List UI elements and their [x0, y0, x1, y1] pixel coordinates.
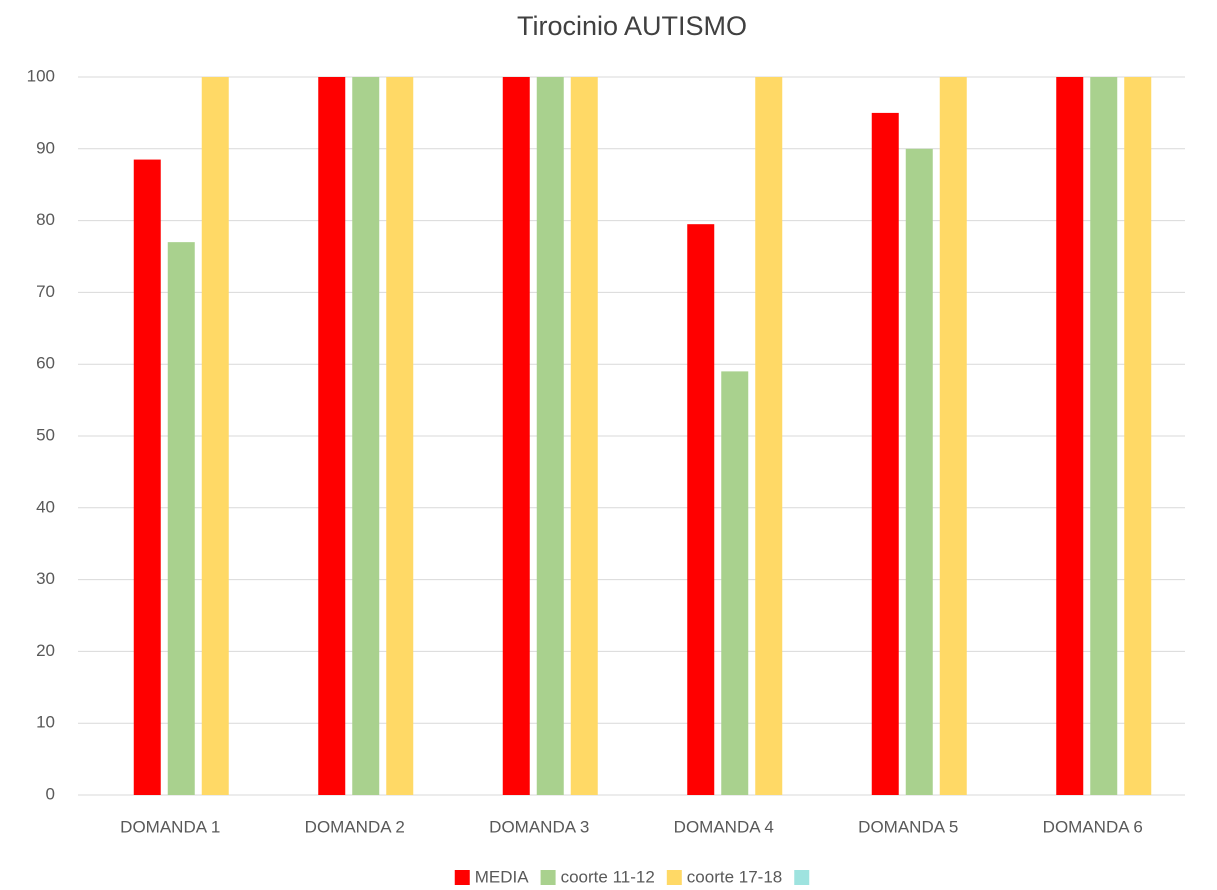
y-tick-label: 10	[36, 713, 55, 732]
bar	[755, 77, 783, 795]
y-tick-label: 70	[36, 282, 55, 301]
bar	[570, 77, 598, 795]
x-tick-label: DOMANDA 4	[674, 817, 774, 836]
y-tick-label: 0	[46, 784, 55, 803]
y-tick-label: 80	[36, 210, 55, 229]
bar	[1056, 77, 1084, 795]
legend-label: coorte 17-18	[687, 867, 782, 886]
bar	[201, 77, 229, 795]
bar	[1124, 77, 1152, 795]
legend-swatch	[666, 870, 682, 885]
y-tick-label: 50	[36, 425, 55, 444]
bar	[905, 148, 933, 796]
y-tick-label: 100	[27, 66, 55, 85]
y-tick-label: 90	[36, 138, 55, 157]
bar	[167, 242, 195, 795]
legend-swatch	[794, 870, 810, 885]
bar	[536, 77, 564, 795]
x-tick-label: DOMANDA 1	[120, 817, 220, 836]
legend-label: MEDIA	[475, 867, 530, 886]
legend-label: coorte 11-12	[561, 867, 655, 886]
y-tick-label: 30	[36, 569, 55, 588]
bar	[133, 159, 161, 795]
bar	[1090, 77, 1118, 795]
chart-title: Tirocinio AUTISMO	[517, 11, 747, 41]
y-tick-label: 40	[36, 497, 55, 516]
bar	[939, 77, 967, 795]
bar	[871, 112, 899, 795]
bar	[352, 77, 380, 795]
x-tick-label: DOMANDA 5	[858, 817, 958, 836]
bar	[502, 77, 530, 795]
bar	[318, 77, 346, 795]
y-tick-label: 60	[36, 354, 55, 373]
bar	[687, 224, 715, 795]
x-tick-label: DOMANDA 3	[489, 817, 589, 836]
legend-swatch	[540, 870, 556, 885]
legend-swatch	[454, 870, 470, 885]
y-tick-label: 20	[36, 641, 55, 660]
bar	[721, 371, 749, 795]
x-tick-label: DOMANDA 2	[305, 817, 405, 836]
bar	[386, 77, 414, 795]
x-tick-label: DOMANDA 6	[1043, 817, 1143, 836]
